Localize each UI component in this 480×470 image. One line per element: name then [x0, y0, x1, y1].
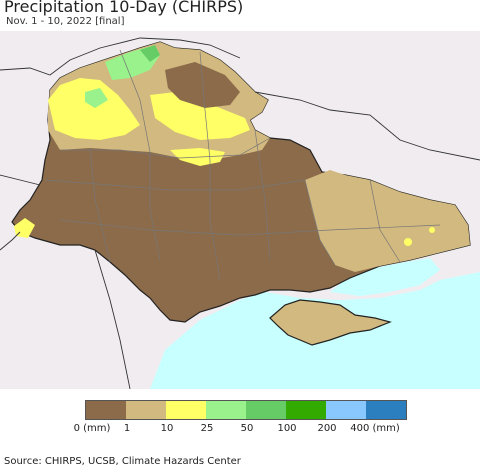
legend-swatch-7 — [366, 401, 406, 419]
legend-label-2: 10 — [160, 423, 174, 434]
east-wet-region — [305, 170, 470, 272]
legend-label-0: 0 (mm) — [73, 423, 111, 434]
legend-swatch-5 — [286, 401, 326, 419]
legend-colorbar — [85, 400, 407, 420]
east-yellow-spot — [404, 238, 412, 246]
oblast-boundaries — [44, 49, 441, 281]
legend-swatch-4 — [246, 401, 286, 419]
legend-swatch-2 — [166, 401, 206, 419]
legend-label-3: 25 — [200, 423, 214, 434]
legend-swatch-1 — [126, 401, 166, 419]
map-subtitle: Nov. 1 - 10, 2022 [final] — [6, 16, 125, 27]
legend-label-6: 200 — [317, 423, 337, 434]
legend-label-1: 1 — [123, 423, 131, 434]
east-yellow-spot-2 — [429, 227, 435, 233]
north-yellow-patch-2 — [150, 92, 250, 140]
map-title: Precipitation 10-Day (CHIRPS) — [4, 0, 244, 16]
legend-label-7: 400 (mm) — [350, 423, 400, 434]
crimea — [269, 299, 392, 346]
legend-label-4: 50 — [240, 423, 254, 434]
sea-of-azov — [330, 258, 440, 296]
source-credit: Source: CHIRPS, UCSB, Climate Hazards Ce… — [4, 456, 241, 467]
legend-swatch-3 — [206, 401, 246, 419]
north-yellow-patch — [48, 78, 140, 140]
legend-swatch-6 — [326, 401, 366, 419]
north-green-patch-2 — [85, 88, 108, 108]
neighbor-borders — [0, 37, 480, 389]
legend-label-5: 100 — [277, 423, 297, 434]
north-green-patch-3 — [140, 45, 160, 62]
legend-swatch-0 — [86, 401, 126, 419]
precipitation-map — [0, 31, 480, 389]
